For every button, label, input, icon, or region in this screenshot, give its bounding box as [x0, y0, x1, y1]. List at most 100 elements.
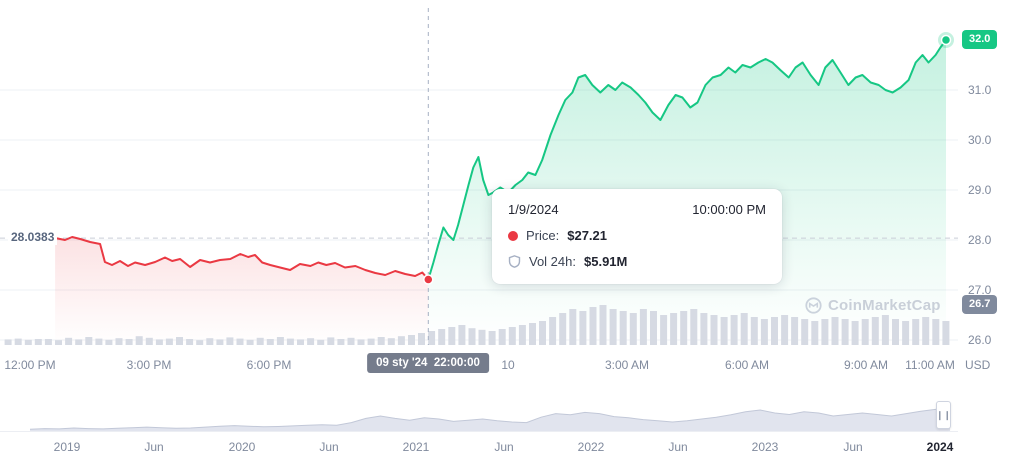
navigator-label[interactable]: 2019 [53, 440, 81, 454]
volume-bar [791, 317, 799, 345]
volume-bar [65, 337, 73, 345]
volume-bar [861, 319, 869, 345]
navigator-label[interactable]: 2020 [228, 440, 256, 454]
volume-bar [256, 337, 264, 345]
x-tick-label: 6:00 AM [724, 358, 770, 372]
volume-bar [95, 338, 103, 345]
volume-bar [286, 338, 294, 345]
y-tick-label: 29.0 [968, 183, 992, 197]
volume-bar [297, 339, 304, 345]
shield-icon [508, 255, 521, 268]
volume-bar [14, 338, 22, 345]
volume-bar [24, 339, 32, 345]
navigator-range-handle[interactable]: ❙❙ [936, 401, 951, 429]
y-tick-label: 27.0 [968, 283, 992, 297]
x-tick-label: 3:00 AM [604, 358, 650, 372]
volume-bar [246, 339, 254, 345]
volume-bar [650, 311, 657, 345]
tooltip-price-value: $27.21 [567, 228, 607, 243]
volume-bar [498, 329, 506, 345]
volume-bar [811, 321, 819, 345]
y-tick-label: 30.0 [968, 133, 992, 147]
volume-bar [942, 321, 950, 345]
volume-bar [75, 339, 83, 345]
navigator-label[interactable]: Jun [319, 440, 339, 454]
navigator-label[interactable]: 2024 [926, 440, 954, 454]
volume-bar [478, 329, 486, 345]
volume-bar [740, 313, 748, 345]
volume-bar [307, 338, 315, 345]
navigator-label[interactable]: 2022 [577, 440, 605, 454]
volume-bar [266, 339, 274, 345]
volume-bar [418, 333, 425, 345]
volume-bar [317, 339, 325, 345]
volume-bar [539, 321, 546, 345]
volume-bar [387, 338, 395, 345]
volume-bar [680, 311, 688, 345]
volume-bar [760, 319, 768, 345]
volume-bar [720, 317, 728, 345]
volume-bar [730, 315, 738, 345]
volume-bar [750, 317, 758, 345]
volume-bar [660, 315, 668, 345]
x-tick-label: 9:00 AM [843, 358, 889, 372]
volume-bar [619, 311, 627, 345]
navigator-label[interactable]: 2021 [402, 440, 430, 454]
volume-bar [458, 325, 466, 345]
volume-bar [105, 339, 113, 345]
volume-bar [438, 329, 446, 345]
volume-bar [559, 313, 567, 345]
volume-bar [55, 340, 62, 345]
volume-bar [4, 339, 12, 345]
volume-bar [34, 339, 42, 345]
navigator-label[interactable]: 2023 [751, 440, 779, 454]
volume-bar [186, 339, 194, 345]
x-tick-label: 10 [501, 358, 515, 372]
last-point-marker [940, 34, 952, 46]
volume-bar [670, 313, 678, 345]
navigator-label[interactable]: Jun [144, 440, 164, 454]
volume-bar [206, 338, 214, 345]
volume-bar [801, 319, 809, 345]
navigator-label[interactable]: Jun [494, 440, 514, 454]
volume-bar [932, 319, 940, 345]
y-tick-label: 31.0 [968, 83, 992, 97]
volume-bar [579, 311, 587, 345]
volume-bar [428, 331, 436, 345]
navigator-label[interactable]: Jun [843, 440, 863, 454]
x-axis: 12:00 PM 3:00 PM 6:00 PM 10 3:00 AM 6:00 AM 9:… [0, 358, 958, 374]
tooltip-price-label: Price: [526, 228, 560, 243]
volume-bar [529, 323, 536, 345]
volume-bar [165, 338, 173, 345]
volume-bar [912, 319, 920, 345]
current-price-badge: 32.0 [962, 30, 998, 49]
reference-price-label: 28.0383 [8, 229, 58, 245]
volume-bar [569, 309, 577, 345]
timeline-navigator[interactable] [0, 398, 958, 434]
volume-bar [276, 337, 284, 345]
navigator-label[interactable]: Jun [668, 440, 688, 454]
volume-bar [448, 327, 456, 345]
volume-bar [589, 307, 597, 345]
volume-bar [922, 317, 930, 345]
volume-bar [821, 319, 829, 345]
volume-bar [125, 339, 133, 345]
volume-bar [337, 339, 345, 345]
volume-bar [700, 313, 708, 345]
volume-bar [851, 321, 859, 345]
volume-bar [549, 317, 557, 345]
volume-bar [226, 337, 234, 345]
volume-bar [892, 319, 899, 345]
currency-label: USD [965, 358, 991, 372]
volume-bar [831, 317, 839, 345]
volume-bar [347, 337, 355, 345]
volume-bar [871, 317, 879, 345]
volume-bar [155, 339, 163, 345]
price-declining-area [55, 237, 429, 345]
volume-bar [85, 337, 93, 345]
tooltip-vol-label: Vol 24h: [529, 254, 576, 269]
tooltip-time: 10:00:00 PM [692, 202, 766, 217]
x-tick-label: 6:00 PM [246, 358, 292, 372]
volume-bar [327, 337, 335, 345]
